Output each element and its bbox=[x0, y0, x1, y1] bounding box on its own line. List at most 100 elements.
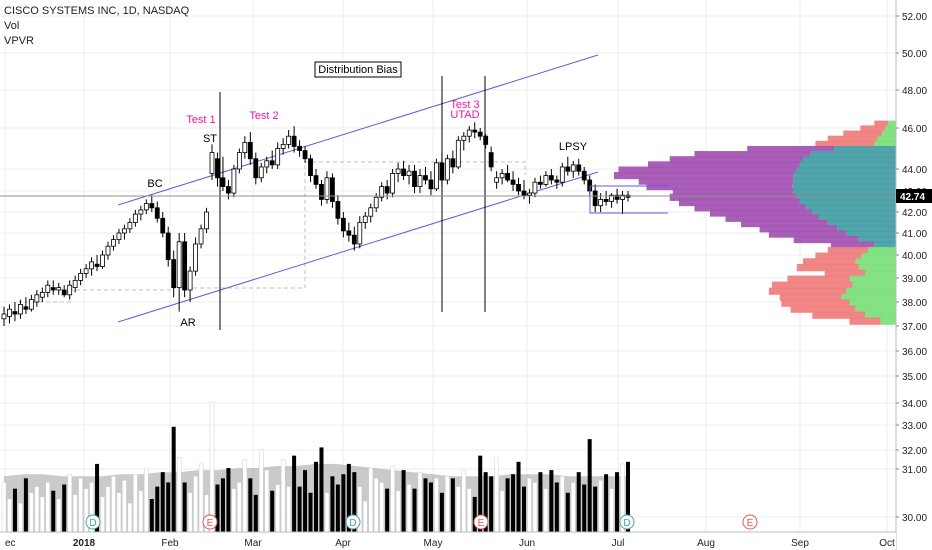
volume-bar bbox=[499, 490, 505, 533]
vpvr-bar-up bbox=[849, 299, 896, 307]
candle-body bbox=[401, 168, 406, 176]
price-tick-label: 46.00 bbox=[902, 124, 927, 135]
volume-bar bbox=[324, 492, 330, 533]
volume-bar bbox=[187, 492, 193, 533]
candle-body bbox=[269, 160, 275, 166]
volume-bar bbox=[352, 472, 357, 532]
volume-bar bbox=[511, 474, 516, 532]
vpvr-bar-down bbox=[787, 275, 850, 283]
candle-body bbox=[510, 179, 516, 185]
volume-bar bbox=[237, 482, 242, 533]
vpvr-bar-down bbox=[679, 198, 800, 207]
candle-body bbox=[423, 175, 428, 181]
vpvr-indicator-label[interactable]: VPVR bbox=[4, 35, 34, 47]
candlesticks bbox=[1, 122, 631, 326]
volume-bar bbox=[538, 472, 543, 532]
volume-bar bbox=[242, 459, 248, 533]
candle-body bbox=[127, 222, 133, 230]
volume-bar bbox=[543, 488, 549, 533]
vpvr-bar-up bbox=[846, 287, 896, 295]
candle-body bbox=[138, 209, 144, 215]
candle-body bbox=[171, 259, 177, 289]
price-tick-label: 32.00 bbox=[902, 446, 927, 457]
candle-body bbox=[412, 170, 417, 187]
vpvr-bar-up bbox=[792, 183, 896, 191]
price-tick-label: 34.00 bbox=[902, 399, 927, 410]
volume-bar bbox=[522, 486, 526, 532]
candle-body bbox=[340, 217, 346, 232]
volume-bar bbox=[516, 461, 521, 532]
vpvr-bar-up bbox=[812, 209, 896, 217]
volume-bar bbox=[138, 490, 144, 533]
vpvr-bar-down bbox=[803, 258, 856, 266]
annotation-label: UTAD bbox=[450, 109, 479, 121]
time-tick-label: Jun bbox=[519, 538, 535, 549]
candle-body bbox=[286, 135, 292, 145]
candle-body bbox=[193, 243, 198, 272]
candle-body bbox=[598, 198, 604, 207]
candle-body bbox=[565, 166, 571, 172]
candle-body bbox=[434, 162, 439, 190]
volume-bar bbox=[56, 498, 61, 533]
volume-bar bbox=[100, 496, 105, 533]
vpvr-bar-up bbox=[806, 204, 896, 212]
candle-body bbox=[242, 141, 248, 154]
candle-body bbox=[620, 194, 625, 200]
candle-body bbox=[187, 270, 193, 291]
volume-bar bbox=[133, 473, 138, 533]
vpvr-bar-down bbox=[815, 140, 875, 148]
vpvr-bar-down bbox=[768, 230, 847, 238]
dividend-marker bbox=[345, 514, 361, 530]
dividend-marker bbox=[85, 514, 101, 530]
candle-body bbox=[297, 146, 302, 151]
volume-bar bbox=[280, 459, 286, 533]
vpvr-bar-down bbox=[790, 305, 856, 313]
volume-bar bbox=[7, 498, 12, 533]
volume-indicator-label[interactable]: Vol bbox=[4, 20, 20, 32]
volume-bar bbox=[45, 482, 51, 533]
candle-body bbox=[83, 268, 89, 274]
candle-body bbox=[516, 183, 521, 192]
vpvr-bar-up bbox=[855, 258, 896, 266]
candle-body bbox=[543, 175, 549, 185]
time-tick-label: Sep bbox=[791, 538, 809, 549]
candle-body bbox=[472, 129, 478, 133]
volume-bar bbox=[248, 478, 253, 532]
vpvr-bar-up bbox=[880, 317, 896, 325]
channel-upper-line bbox=[117, 54, 599, 206]
dividend-marker-label: D bbox=[349, 518, 356, 529]
vpvr-bar-down bbox=[747, 145, 834, 154]
volume-bar bbox=[292, 455, 297, 532]
earnings-marker-label: E bbox=[747, 518, 754, 529]
candle-body bbox=[220, 177, 226, 188]
candle-body bbox=[390, 172, 396, 194]
volume-bar bbox=[193, 476, 198, 533]
vpvr-bar-down bbox=[768, 287, 847, 295]
candle-body bbox=[182, 241, 188, 291]
volume-bar bbox=[72, 494, 78, 533]
candle-body bbox=[94, 263, 100, 267]
vpvr-bar-down bbox=[694, 151, 811, 159]
volume-bar bbox=[122, 480, 127, 533]
annotation-label: LPSY bbox=[559, 141, 588, 153]
annotation-label: ST bbox=[203, 133, 217, 145]
vpvr-bar-up bbox=[868, 247, 896, 255]
candle-body bbox=[483, 135, 489, 145]
volume-bar bbox=[23, 478, 28, 532]
candle-body bbox=[89, 261, 94, 270]
candle-body bbox=[559, 166, 565, 183]
volume-bar bbox=[615, 472, 620, 532]
candle-body bbox=[215, 158, 220, 179]
candle-body bbox=[111, 239, 116, 247]
volume-bar bbox=[549, 470, 554, 532]
volume-bar bbox=[395, 490, 401, 533]
annotation-label: AR bbox=[180, 317, 195, 329]
consolidation-box bbox=[589, 185, 668, 214]
vpvr-bar-down bbox=[725, 214, 819, 222]
candle-body bbox=[439, 162, 445, 181]
volume-bar bbox=[461, 469, 467, 533]
volume-bar bbox=[335, 484, 340, 532]
vpvr-bar-down bbox=[638, 177, 794, 185]
